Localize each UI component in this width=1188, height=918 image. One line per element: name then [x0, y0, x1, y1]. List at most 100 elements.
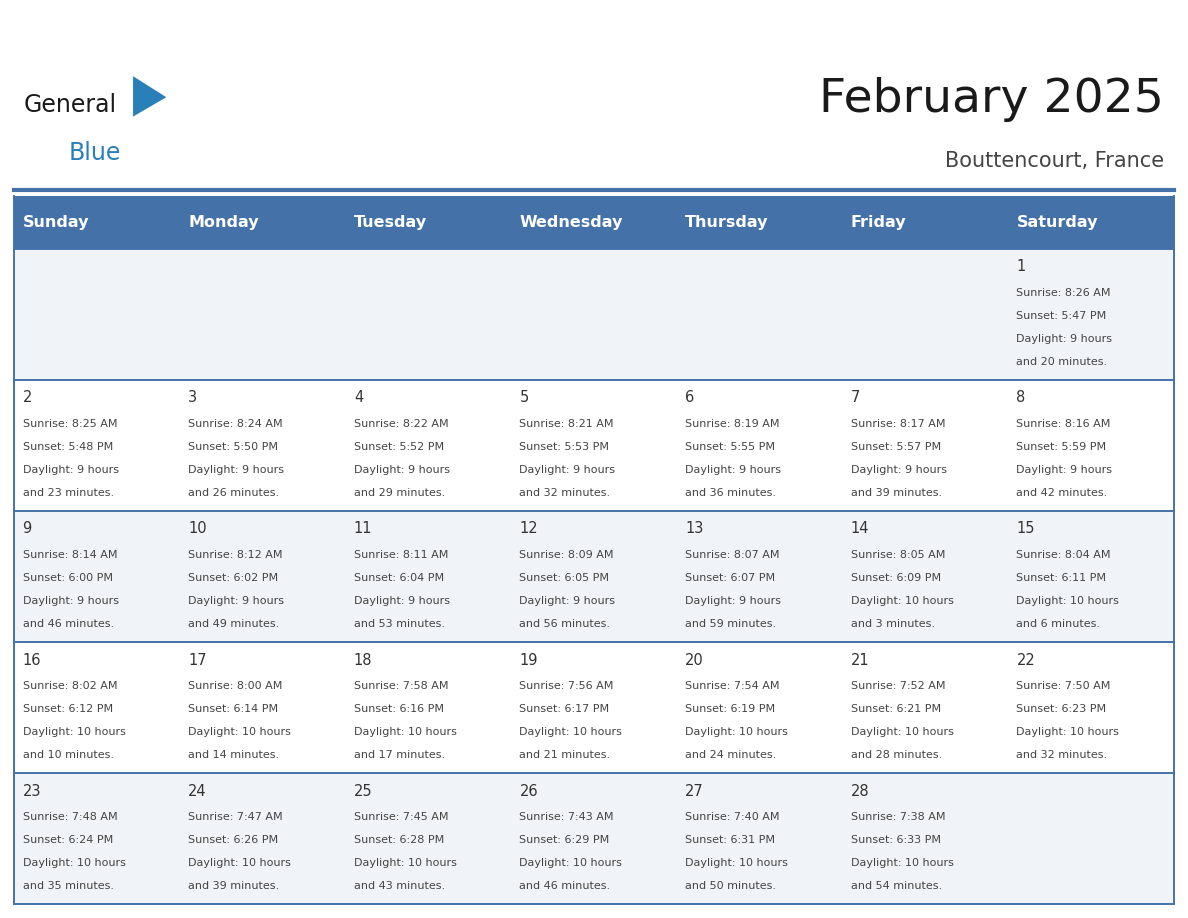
Text: Daylight: 10 hours: Daylight: 10 hours [188, 727, 291, 737]
Text: Daylight: 10 hours: Daylight: 10 hours [354, 727, 456, 737]
Text: Sunrise: 7:43 AM: Sunrise: 7:43 AM [519, 812, 614, 823]
Text: and 3 minutes.: and 3 minutes. [851, 619, 935, 629]
Text: Sunset: 6:28 PM: Sunset: 6:28 PM [354, 835, 444, 845]
Text: Sunrise: 8:09 AM: Sunrise: 8:09 AM [519, 550, 614, 560]
Text: Sunrise: 7:58 AM: Sunrise: 7:58 AM [354, 681, 448, 691]
Text: Daylight: 10 hours: Daylight: 10 hours [1017, 596, 1119, 606]
Text: 19: 19 [519, 653, 538, 667]
Text: and 10 minutes.: and 10 minutes. [23, 750, 114, 760]
Text: Sunset: 6:29 PM: Sunset: 6:29 PM [519, 835, 609, 845]
Text: Sunrise: 7:48 AM: Sunrise: 7:48 AM [23, 812, 118, 823]
Text: Sunrise: 8:21 AM: Sunrise: 8:21 AM [519, 420, 614, 430]
Text: Daylight: 10 hours: Daylight: 10 hours [1017, 727, 1119, 737]
Text: 5: 5 [519, 390, 529, 406]
Text: Sunset: 6:16 PM: Sunset: 6:16 PM [354, 704, 444, 714]
Text: and 23 minutes.: and 23 minutes. [23, 488, 114, 498]
Text: Daylight: 10 hours: Daylight: 10 hours [851, 727, 954, 737]
Bar [14, 249, 1174, 380]
Text: Sunset: 6:07 PM: Sunset: 6:07 PM [685, 573, 776, 583]
Text: Sunrise: 8:17 AM: Sunrise: 8:17 AM [851, 420, 946, 430]
Text: Sunrise: 8:19 AM: Sunrise: 8:19 AM [685, 420, 779, 430]
Text: Sunset: 6:02 PM: Sunset: 6:02 PM [188, 573, 278, 583]
Text: Daylight: 9 hours: Daylight: 9 hours [519, 465, 615, 476]
Text: Sunrise: 8:24 AM: Sunrise: 8:24 AM [188, 420, 283, 430]
Bar [14, 380, 1174, 511]
Text: and 36 minutes.: and 36 minutes. [685, 488, 776, 498]
Text: and 53 minutes.: and 53 minutes. [354, 619, 444, 629]
Text: and 21 minutes.: and 21 minutes. [519, 750, 611, 760]
Text: 10: 10 [188, 521, 207, 536]
Text: 18: 18 [354, 653, 372, 667]
Text: Sunrise: 8:04 AM: Sunrise: 8:04 AM [1017, 550, 1111, 560]
Text: General: General [24, 93, 116, 117]
Text: Saturday: Saturday [1017, 215, 1098, 230]
Text: Thursday: Thursday [685, 215, 769, 230]
Text: 21: 21 [851, 653, 870, 667]
Text: and 49 minutes.: and 49 minutes. [188, 619, 279, 629]
Text: Sunrise: 7:54 AM: Sunrise: 7:54 AM [685, 681, 779, 691]
Text: Sunset: 6:11 PM: Sunset: 6:11 PM [1017, 573, 1106, 583]
Text: Sunset: 5:57 PM: Sunset: 5:57 PM [851, 442, 941, 453]
Text: and 46 minutes.: and 46 minutes. [23, 619, 114, 629]
Text: Sunset: 6:31 PM: Sunset: 6:31 PM [685, 835, 775, 845]
Text: 9: 9 [23, 521, 32, 536]
Text: Daylight: 10 hours: Daylight: 10 hours [23, 727, 126, 737]
Text: Daylight: 9 hours: Daylight: 9 hours [188, 596, 284, 606]
Text: Sunrise: 7:52 AM: Sunrise: 7:52 AM [851, 681, 946, 691]
Polygon shape [133, 76, 166, 117]
Text: and 24 minutes.: and 24 minutes. [685, 750, 776, 760]
Text: 20: 20 [685, 653, 703, 667]
Text: Sunset: 6:21 PM: Sunset: 6:21 PM [851, 704, 941, 714]
Text: 13: 13 [685, 521, 703, 536]
Text: Daylight: 9 hours: Daylight: 9 hours [354, 596, 450, 606]
Text: 2: 2 [23, 390, 32, 406]
Text: 27: 27 [685, 784, 703, 799]
Text: Sunset: 6:33 PM: Sunset: 6:33 PM [851, 835, 941, 845]
Text: 4: 4 [354, 390, 364, 406]
Text: 3: 3 [188, 390, 197, 406]
Text: Sunset: 6:12 PM: Sunset: 6:12 PM [23, 704, 113, 714]
Text: Sunset: 6:05 PM: Sunset: 6:05 PM [519, 573, 609, 583]
Text: and 43 minutes.: and 43 minutes. [354, 881, 446, 891]
Text: Monday: Monday [188, 215, 259, 230]
Text: Daylight: 10 hours: Daylight: 10 hours [851, 858, 954, 868]
Text: and 26 minutes.: and 26 minutes. [188, 488, 279, 498]
Bar [14, 773, 1174, 904]
Text: Daylight: 10 hours: Daylight: 10 hours [519, 858, 623, 868]
Text: Sunrise: 8:14 AM: Sunrise: 8:14 AM [23, 550, 118, 560]
Text: Sunrise: 7:38 AM: Sunrise: 7:38 AM [851, 812, 946, 823]
Text: Sunrise: 7:47 AM: Sunrise: 7:47 AM [188, 812, 283, 823]
Text: 14: 14 [851, 521, 870, 536]
Text: and 28 minutes.: and 28 minutes. [851, 750, 942, 760]
Text: Sunset: 6:04 PM: Sunset: 6:04 PM [354, 573, 444, 583]
Text: and 17 minutes.: and 17 minutes. [354, 750, 446, 760]
Text: Sunrise: 8:02 AM: Sunrise: 8:02 AM [23, 681, 118, 691]
Text: 16: 16 [23, 653, 42, 667]
Text: Sunrise: 8:16 AM: Sunrise: 8:16 AM [1017, 420, 1111, 430]
Text: Daylight: 9 hours: Daylight: 9 hours [23, 465, 119, 476]
Text: and 50 minutes.: and 50 minutes. [685, 881, 776, 891]
Text: Sunset: 5:52 PM: Sunset: 5:52 PM [354, 442, 444, 453]
Text: Daylight: 9 hours: Daylight: 9 hours [1017, 334, 1112, 344]
Text: Daylight: 10 hours: Daylight: 10 hours [685, 858, 788, 868]
Text: Daylight: 10 hours: Daylight: 10 hours [354, 858, 456, 868]
Text: and 54 minutes.: and 54 minutes. [851, 881, 942, 891]
Text: and 32 minutes.: and 32 minutes. [519, 488, 611, 498]
Text: 22: 22 [1017, 653, 1035, 667]
Text: Sunrise: 8:11 AM: Sunrise: 8:11 AM [354, 550, 448, 560]
Text: Sunset: 6:26 PM: Sunset: 6:26 PM [188, 835, 278, 845]
Text: Sunrise: 8:26 AM: Sunrise: 8:26 AM [1017, 288, 1111, 298]
Text: and 56 minutes.: and 56 minutes. [519, 619, 611, 629]
Text: and 6 minutes.: and 6 minutes. [1017, 619, 1100, 629]
Text: Sunset: 6:24 PM: Sunset: 6:24 PM [23, 835, 113, 845]
Text: 28: 28 [851, 784, 870, 799]
Bar [14, 196, 1174, 249]
Text: and 42 minutes.: and 42 minutes. [1017, 488, 1107, 498]
Text: 15: 15 [1017, 521, 1035, 536]
Text: Daylight: 10 hours: Daylight: 10 hours [685, 727, 788, 737]
Text: Sunset: 6:00 PM: Sunset: 6:00 PM [23, 573, 113, 583]
Text: 1: 1 [1017, 259, 1025, 274]
Text: Friday: Friday [851, 215, 906, 230]
Text: and 46 minutes.: and 46 minutes. [519, 881, 611, 891]
Text: Sunrise: 8:00 AM: Sunrise: 8:00 AM [188, 681, 283, 691]
